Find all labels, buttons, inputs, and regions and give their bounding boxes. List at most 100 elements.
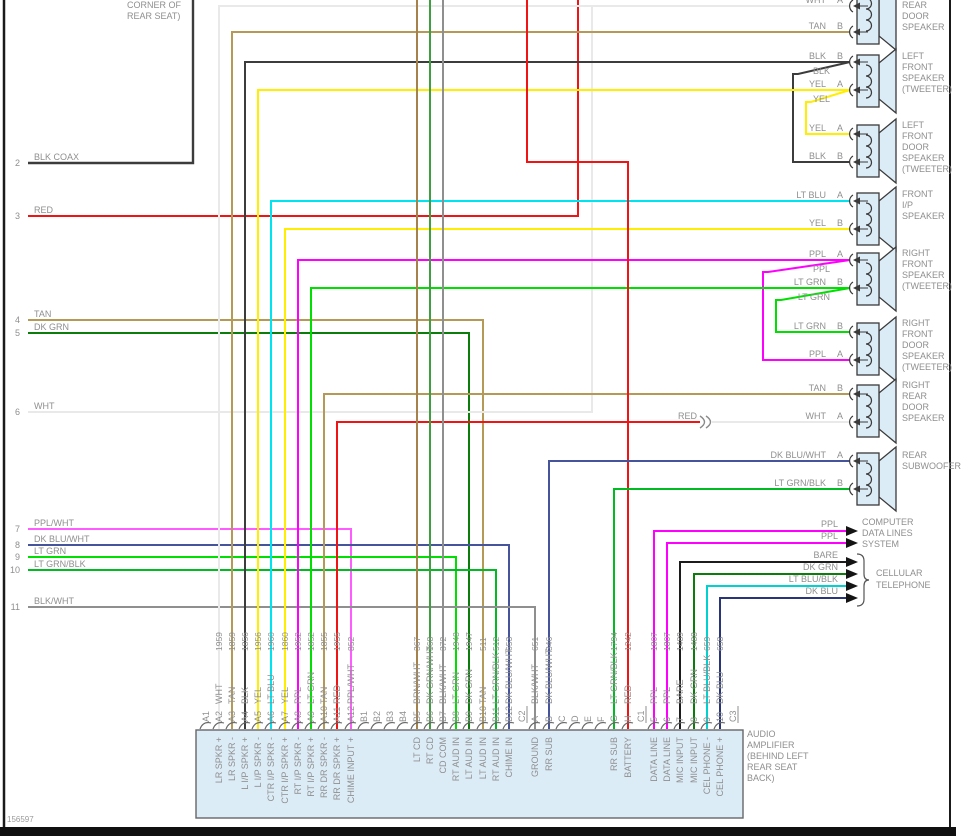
vertical-label: 1947 — [464, 632, 474, 651]
pin-cavity-icon — [423, 722, 436, 730]
amp-pin-C: C — [555, 715, 568, 730]
pin-arrow-icon — [853, 86, 860, 94]
pin-wire-color: PPL — [809, 349, 826, 359]
arrow-right-icon — [846, 593, 858, 603]
pin-wire-color: WHT — [806, 411, 827, 421]
vertical-label: A1 — [201, 711, 211, 722]
vertical-label: LT CD — [412, 736, 422, 762]
speaker-body — [856, 192, 880, 246]
pin-wire-color: WHT — [806, 0, 827, 5]
vertical-label: B6 — [425, 711, 435, 722]
pin-socket-icon — [849, 222, 854, 236]
pin-cavity-icon — [462, 722, 475, 730]
vertical-label: 6 — [662, 717, 672, 722]
wire-h-red-battery — [526, 0, 629, 729]
wire-wht-lr-spkr-stub — [28, 6, 593, 413]
amp-pin-B5: B5 367 BRN/WHT LT CD — [410, 637, 423, 762]
amp-pin-A6: A6 1960 LT BLU CTR I/P SPKR - — [264, 632, 277, 801]
pin-socket-icon — [849, 415, 854, 429]
pin-arrow-icon — [853, 390, 860, 398]
speaker-name-line: FRONT — [902, 259, 933, 269]
coil-icon — [865, 134, 873, 169]
speaker-name-line: FRONT — [902, 62, 933, 72]
amp-pin-H: H 1242 RED BATTERY — [621, 632, 634, 778]
coil-icon — [865, 0, 873, 32]
amp-pin-B8: B8 1948 LT GRN RT AUD IN — [449, 632, 462, 781]
vertical-label: CTR I/P SPKR + — [280, 737, 290, 804]
vertical-label: LT GRN — [306, 672, 316, 704]
pin-cavity-icon — [502, 722, 515, 730]
wire-b-dkbluwht-rr-sub — [548, 460, 850, 729]
vertical-label: L I/P SPKR + — [240, 737, 250, 790]
vertical-label: 852 — [346, 637, 356, 651]
arrow-right-icon — [846, 538, 858, 548]
vertical-label: E — [583, 716, 593, 722]
vertical-label: GROUND — [530, 737, 540, 777]
arrow-right-icon — [846, 557, 858, 567]
speaker-cone-icon — [878, 117, 897, 185]
pin-socket-icon — [849, 155, 854, 169]
wires — [28, 0, 851, 729]
wire-color-label: PPL — [821, 519, 838, 529]
vertical-label: 659 — [702, 637, 712, 651]
vertical-label: L I/P SPKR - — [253, 737, 263, 788]
connector-label-C3: C3 — [728, 706, 739, 723]
vertical-label: H — [623, 716, 633, 723]
pin-letter: B — [837, 383, 843, 393]
stub-color-label: RED — [34, 205, 54, 215]
pin-letter: B — [837, 21, 843, 31]
speaker-name-line: RIGHT — [902, 318, 931, 328]
vertical-label: D — [570, 715, 580, 722]
pin-socket-icon — [849, 281, 854, 295]
vertical-label: LT GRN/BLK — [491, 652, 501, 704]
amp-pin-A9: A9 1852 LT GRN RT I/P SPKR + — [304, 632, 317, 797]
pin-cavity-icon — [291, 722, 304, 730]
arrow-right-icon — [846, 581, 858, 591]
coil-icon — [865, 394, 873, 429]
amp-pin-10: 10 658 DK BLU CEL PHONE + — [713, 637, 726, 796]
wire-stub-row-3: 3 RED — [15, 205, 54, 221]
speaker-name-line: DOOR — [902, 142, 930, 152]
branch-wire-color: YEL — [813, 94, 830, 104]
vertical-label: RR SUB — [544, 737, 554, 771]
vertical-label: LR SPKR - — [227, 737, 237, 781]
stub-color-label: LT GRN/BLK — [34, 559, 86, 569]
wire-color-label: LT BLU/BLK — [789, 574, 838, 584]
wire-a11-red-rr-dr — [336, 421, 700, 729]
vertical-label: LT BLU — [266, 674, 276, 704]
speaker-name-line: FRONT — [902, 131, 933, 141]
pin-socket-icon — [849, 25, 854, 39]
pin-letter: B — [837, 321, 843, 331]
vertical-label: CD COM — [438, 737, 448, 774]
amp-pin-5: 5 1807 PPL DATA LINE — [647, 632, 660, 782]
amp-pin-A2: A2 1959 WHT LR SPKR + — [212, 632, 225, 783]
wire-stub-row-6: 6 WHT — [15, 401, 55, 417]
wire-pin7-bare-mic — [679, 561, 846, 729]
pin-arrow-icon — [853, 418, 860, 426]
speaker-name-line: SPEAKER — [902, 153, 945, 163]
cellular-telephone: BARE DK GRN LT BLU/BLK DK BLU CELLULAR TELEPH… — [789, 550, 931, 607]
vertical-label: B10 — [478, 706, 488, 722]
branch-wire-color: PPL — [813, 264, 830, 274]
coil-icon — [865, 202, 873, 237]
vertical-label: B11 — [491, 707, 501, 722]
pin-cavity-icon — [317, 722, 330, 730]
pin-arrow-icon — [853, 197, 860, 205]
wire-color-label: PPL — [821, 531, 838, 541]
vertical-label: 346 — [544, 637, 554, 651]
amp-pin-A3: A3 1859 TAN LR SPKR - — [225, 632, 238, 781]
pin-cavity-icon — [370, 722, 383, 730]
vertical-label: 1855 — [319, 632, 329, 651]
wire-color-label: DK GRN — [803, 562, 838, 572]
vertical-label: MIC INPUT — [689, 737, 699, 784]
pin-cavity-icon — [568, 722, 581, 730]
vertical-label: 1948 — [451, 632, 461, 651]
vertical-label: BATTERY — [623, 737, 633, 778]
wire-pin10-dkblu-cel — [719, 597, 846, 729]
connector-label-C2: C2 — [517, 706, 528, 723]
stub-color-label: BLK COAX — [34, 152, 79, 162]
pin-cavity-icon — [528, 722, 541, 730]
vertical-label: RR DR SPKR - — [319, 737, 329, 798]
wire-a3-tan-lr-spkr — [231, 31, 850, 729]
speaker-name-line: SPEAKER — [902, 73, 945, 83]
